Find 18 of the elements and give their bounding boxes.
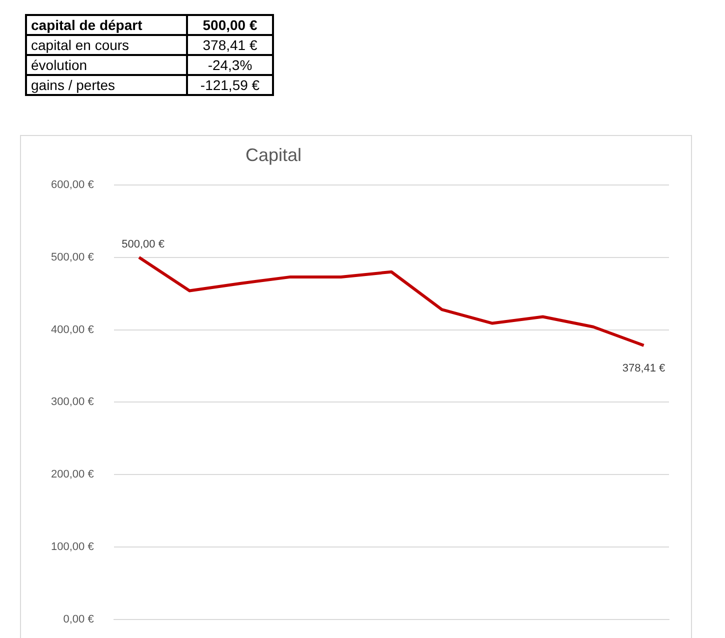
text: 500,00 € xyxy=(187,15,273,35)
y-tick-label: 0,00 € xyxy=(63,613,94,626)
y-tick-label: 600,00 € xyxy=(50,179,94,192)
y-tick-label: 300,00 € xyxy=(50,396,94,408)
y-tick-label: 200,00 € xyxy=(50,468,94,481)
y-tick-label: 100,00 € xyxy=(50,541,94,554)
text: évolution xyxy=(26,55,187,75)
chart-title: Capital xyxy=(244,145,303,166)
text: gains / pertes xyxy=(26,75,187,95)
text: -24,3% xyxy=(187,55,273,75)
text: 378,41 € xyxy=(187,35,273,55)
y-tick-label: 400,00 € xyxy=(50,324,94,336)
text: capital de départ xyxy=(26,15,187,35)
y-tick-label: 500,00 € xyxy=(50,251,94,264)
text: capital en cours xyxy=(26,35,187,55)
data-label: 378,41 € xyxy=(622,362,666,374)
data-label: 500,00 € xyxy=(122,238,164,250)
text: -121,59 € xyxy=(187,75,273,95)
